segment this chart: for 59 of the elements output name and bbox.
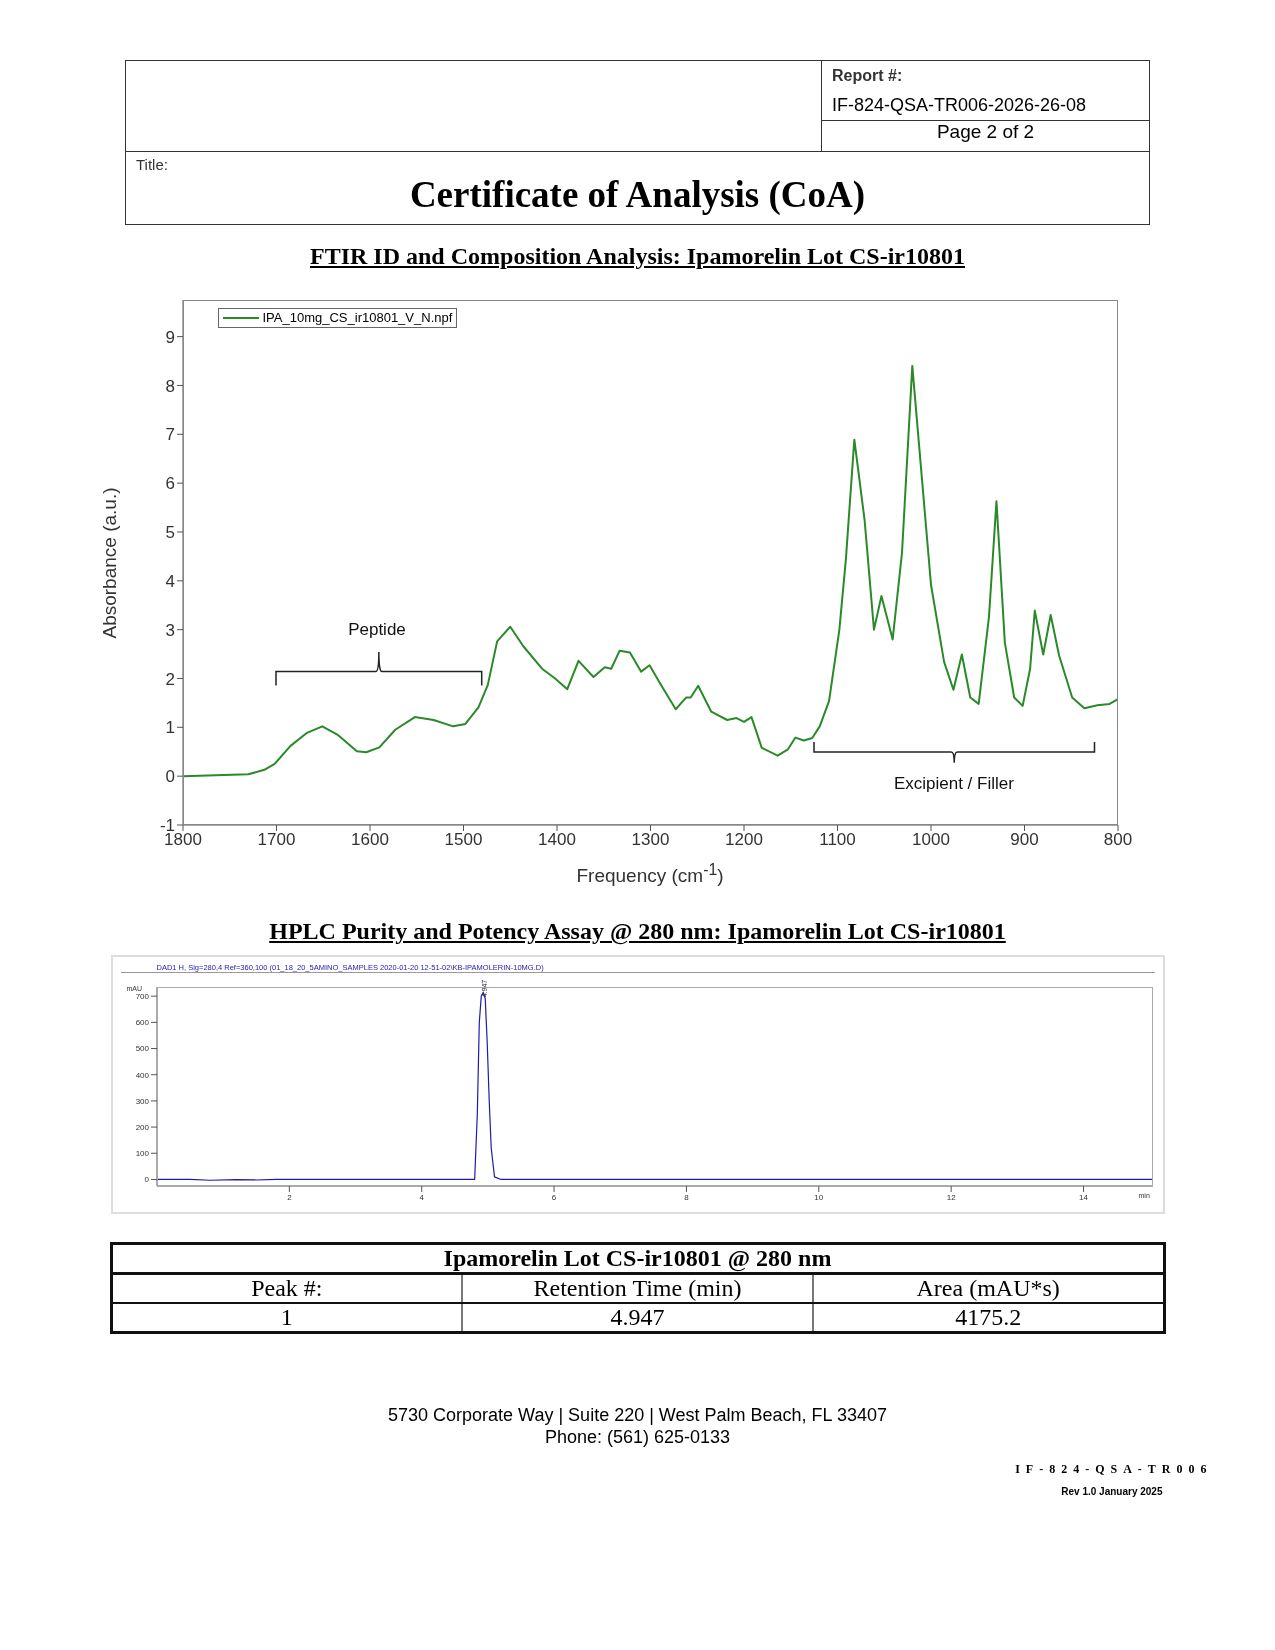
- y-tick-label: 4: [165, 571, 175, 591]
- text: 4.947: [610, 1304, 665, 1330]
- x-tick-label: 12: [946, 1192, 956, 1202]
- text: IF-824-QSA-TR006-2026-26-08: [832, 95, 1087, 115]
- y-tick-label: 400: [135, 1070, 150, 1080]
- text: Retention Time (min): [533, 1275, 742, 1301]
- text: 5730 Corporate Way | Suite 220 | West Palm Beach, FL 33407: [388, 1405, 887, 1425]
- text: IF-824-QSA-TR006: [1015, 1462, 1213, 1476]
- legend-label: IPA_10mg_CS_ir10801_V_N.npf: [262, 310, 453, 326]
- text: 4175.2: [955, 1304, 1022, 1330]
- text: Rev 1.0 January 2025: [1061, 1486, 1163, 1497]
- x-tick-label: 1400: [537, 830, 576, 850]
- text: Certificate of Analysis (CoA): [409, 174, 866, 215]
- x-tick-label: 1600: [350, 830, 389, 850]
- text: Area (mAU*s): [916, 1275, 1060, 1301]
- x-tick-label: 1100: [818, 830, 856, 850]
- chart-title: FTIR ID and Composition Analysis: Ipamorelin Lot CS-ir10801: [310, 243, 965, 269]
- x-tick-label: 900: [1009, 830, 1039, 850]
- text: Report #:: [832, 67, 903, 84]
- y-axis-title: Absorbance (a.u.): [98, 486, 120, 639]
- x-tick-label: 14: [1078, 1192, 1089, 1202]
- x-tick-label: 1000: [911, 830, 950, 850]
- y-tick-label: 0: [165, 767, 175, 787]
- text: 1: [280, 1304, 293, 1330]
- x-tick-label: 2: [286, 1192, 292, 1202]
- y-tick-label: 9: [165, 327, 175, 347]
- chart-title: HPLC Purity and Potency Assay @ 280 nm: Ipamorelin Lot CS-ir10801: [269, 918, 1006, 944]
- x-tick-label: 4: [418, 1192, 424, 1202]
- line-series: [182, 364, 1118, 778]
- text: Phone: (561) 625-0133: [544, 1427, 731, 1447]
- y-tick-label: 2: [165, 669, 175, 689]
- y-tick-label: 7: [165, 425, 175, 445]
- y-tick-label: 1: [165, 718, 175, 738]
- y-tick-label: 700: [135, 992, 150, 1001]
- y-tick-label: 3: [165, 620, 175, 640]
- annotation: Excipient / Filler: [893, 774, 1014, 794]
- x-tick-label: 1700: [257, 830, 295, 850]
- x-tick-label: 6: [551, 1192, 557, 1202]
- y-tick-label: 0: [144, 1175, 150, 1185]
- y-tick-label: 6: [165, 474, 175, 494]
- x-tick-label: 1500: [444, 830, 482, 850]
- y-tick-label: 8: [165, 376, 175, 396]
- x-axis-title: Frequency (cm$^{-1}$): [576, 861, 724, 887]
- annotation: Peptide: [348, 619, 406, 639]
- text: Peak #:: [251, 1275, 323, 1301]
- y-tick-label: 600: [135, 1018, 150, 1028]
- text: Page 2 of 2: [936, 121, 1035, 142]
- y-tick-label: 300: [135, 1096, 150, 1106]
- x-tick-label: 10: [813, 1192, 824, 1202]
- x-tick-label: 8: [683, 1192, 689, 1202]
- text: Ipamorelin Lot CS-ir10801 @ 280 nm: [443, 1245, 832, 1271]
- y-tick-label: 100: [135, 1149, 150, 1159]
- y-tick-label: 500: [135, 1044, 150, 1054]
- x-tick-label: 1300: [631, 830, 669, 850]
- x-tick-label: 800: [1103, 830, 1132, 850]
- y-tick-label: 200: [135, 1122, 150, 1132]
- text: Title:: [136, 156, 168, 173]
- y-tick-label: 5: [165, 523, 175, 543]
- x-tick-label: 1200: [724, 830, 763, 850]
